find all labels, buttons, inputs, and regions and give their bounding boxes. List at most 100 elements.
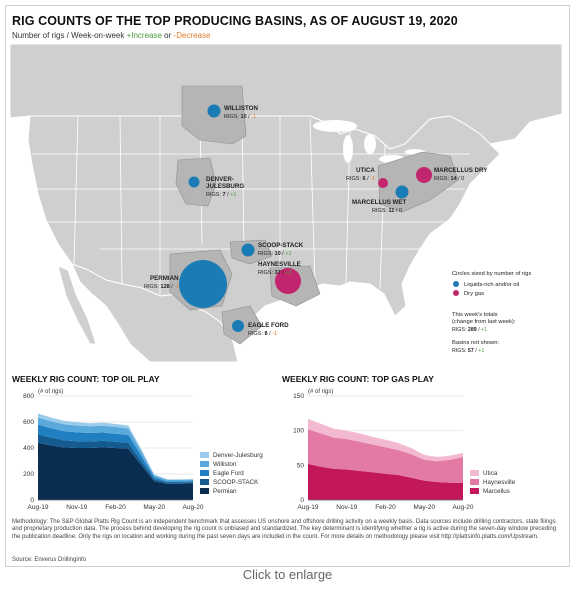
- oil-xtick: Aug-20: [183, 504, 204, 511]
- legend-not-shown-rigs: RIGS: 57 / +1: [452, 348, 484, 354]
- label-scoop: SCOOP-STACK: [258, 242, 304, 249]
- oil-ytick: 600: [23, 419, 34, 426]
- oil-legend-swatch: [200, 470, 209, 476]
- label-utica: UTICA: [356, 167, 375, 174]
- oil-series-denver-julesburg[interactable]: [38, 413, 193, 481]
- legend-drygas: Dry gas: [464, 291, 484, 297]
- gas-xtick: Nov-19: [336, 504, 357, 511]
- legend-drygas-swatch: [453, 290, 459, 296]
- legend-totals-1: This week's totals: [452, 312, 498, 318]
- oil-series-scoop-stack[interactable]: [38, 434, 193, 484]
- gas-legend-label: Marcellus: [483, 488, 510, 495]
- gas-ytick: 150: [293, 393, 304, 400]
- rigs-marcellus-wet: RIGS: 11 / 0: [372, 208, 402, 214]
- label-dj-2: JULESBURG: [206, 183, 244, 190]
- basin-map: WILLISTON RIGS: 10 / -1 DENVER- JULESBUR…: [10, 44, 562, 362]
- page-subtitle: Number of rigs / Week-on-week +Increase …: [12, 31, 210, 40]
- gas-xtick: Aug-19: [298, 504, 319, 511]
- label-marcellus-dry: MARCELLUS DRY: [434, 167, 488, 174]
- label-dj-1: DENVER-: [206, 176, 234, 183]
- gas-legend-swatch: [470, 479, 479, 485]
- marcellus-dry-bubble[interactable]: [416, 167, 432, 183]
- gas-ylabel: (# of rigs): [308, 389, 333, 395]
- oil-series-williston[interactable]: [38, 417, 193, 482]
- rigs-dj: RIGS: 7 / +1: [206, 192, 236, 198]
- oil-legend-swatch: [200, 452, 209, 458]
- eagle-ford-bubble[interactable]: [232, 320, 244, 332]
- oil-series-permian[interactable]: [38, 442, 193, 500]
- oil-ytick: 200: [23, 471, 34, 478]
- subtitle-prefix: Number of rigs / Week-on-week: [12, 31, 125, 40]
- gas-series-haynesville[interactable]: [308, 429, 463, 483]
- williston-bubble[interactable]: [207, 104, 221, 118]
- rigs-utica: RIGS: 6 / -1: [346, 176, 375, 182]
- great-lakes: [313, 120, 425, 163]
- gas-ytick: 100: [293, 428, 304, 435]
- rigs-williston: RIGS: 10 / -1: [224, 114, 256, 120]
- gas-legend-label: Utica: [483, 470, 498, 477]
- oil-legend-label: SCOOP-STACK: [213, 479, 259, 486]
- oil-ylabel: (# of rigs): [38, 389, 63, 395]
- label-permian: PERMIAN: [150, 275, 179, 282]
- baja-land: [57, 265, 97, 345]
- gas-chart-title: WEEKLY RIG COUNT: TOP GAS PLAY: [282, 374, 434, 384]
- legend-liquids-swatch: [453, 281, 459, 287]
- haynesville-bubble[interactable]: [275, 268, 301, 294]
- legend-size-note: Circles sized by number of rigs: [452, 271, 531, 277]
- gas-series-utica[interactable]: [308, 418, 463, 462]
- legend-totals-2: (change from last week):: [452, 319, 516, 325]
- label-williston: WILLISTON: [224, 105, 258, 112]
- oil-ytick: 0: [30, 497, 34, 504]
- oil-series-eagle-ford[interactable]: [38, 424, 193, 483]
- oil-legend-label: Denver-Julesburg: [213, 452, 263, 459]
- oil-legend-label: Eagle Ford: [213, 470, 244, 477]
- oil-xtick: Feb-20: [105, 504, 126, 511]
- gas-xtick: Aug-20: [453, 504, 474, 511]
- rigs-haynesville: RIGS: 37 / +2: [258, 270, 292, 276]
- gas-legend-swatch: [470, 488, 479, 494]
- gas-legend-label: Haynesville: [483, 479, 516, 486]
- legend-totals-rigs: RIGS: 289 / +1: [452, 327, 487, 333]
- oil-xtick: Aug-19: [28, 504, 49, 511]
- gas-xtick: May-20: [413, 504, 435, 511]
- label-marcellus-wet: MARCELLUS WET: [352, 199, 407, 206]
- rigs-permian: RIGS: 128 / -1: [144, 284, 179, 290]
- gas-xtick: Feb-20: [375, 504, 396, 511]
- source-note: Source: Enverus Drillinginfo: [12, 557, 87, 563]
- oil-legend-label: Permian: [213, 488, 237, 495]
- subtitle-increase: +Increase: [126, 31, 162, 40]
- scoop-stack-bubble[interactable]: [241, 243, 255, 257]
- methodology-note: Methodology: The S&P Global Platts Rig C…: [12, 519, 557, 540]
- oil-legend-swatch: [200, 461, 209, 467]
- legend-liquids: Liquids-rich and/or oil: [464, 282, 519, 288]
- legend-not-shown: Basins not shown:: [452, 340, 499, 346]
- oil-legend-swatch: [200, 479, 209, 485]
- permian-bubble[interactable]: [179, 260, 227, 308]
- label-haynesville: HAYNESVILLE: [258, 261, 301, 268]
- utica-bubble[interactable]: [378, 178, 388, 188]
- label-eagle-ford: EAGLE FORD: [248, 322, 289, 329]
- gas-ytick: 50: [297, 462, 305, 469]
- oil-xtick: May-20: [143, 504, 165, 511]
- oil-xtick: Nov-19: [66, 504, 87, 511]
- oil-ytick: 400: [23, 445, 34, 452]
- map-legend: Circles sized by number of rigs Liquids-…: [452, 271, 531, 354]
- dj-bubble[interactable]: [188, 176, 200, 188]
- basin-labels: WILLISTON RIGS: 10 / -1 DENVER- JULESBUR…: [144, 105, 488, 337]
- gas-rig-chart: (# of rigs) 0 50 100 150 Aug-19 Nov-19 Feb-20 Ma…: [293, 389, 516, 511]
- oil-legend-label: Williston: [213, 461, 237, 468]
- oil-legend-swatch: [200, 488, 209, 494]
- gas-ytick: 0: [300, 497, 304, 504]
- rigs-eagle-ford: RIGS: 8 / -1: [248, 331, 277, 337]
- rigs-scoop: RIGS: 10 / +1: [258, 251, 292, 257]
- gas-legend-swatch: [470, 470, 479, 476]
- oil-ytick: 800: [23, 393, 34, 400]
- subtitle-or: or: [164, 31, 172, 40]
- marcellus-wet-bubble[interactable]: [395, 185, 409, 199]
- basin-bubbles: [179, 104, 432, 332]
- page-title: RIG COUNTS OF THE TOP PRODUCING BASINS, …: [12, 14, 458, 28]
- gas-series-marcellus[interactable]: [308, 463, 463, 500]
- oil-chart-title: WEEKLY RIG COUNT: TOP OIL PLAY: [12, 374, 160, 384]
- subtitle-decrease: -Decrease: [173, 31, 211, 40]
- click-to-enlarge-link[interactable]: Click to enlarge: [242, 567, 333, 582]
